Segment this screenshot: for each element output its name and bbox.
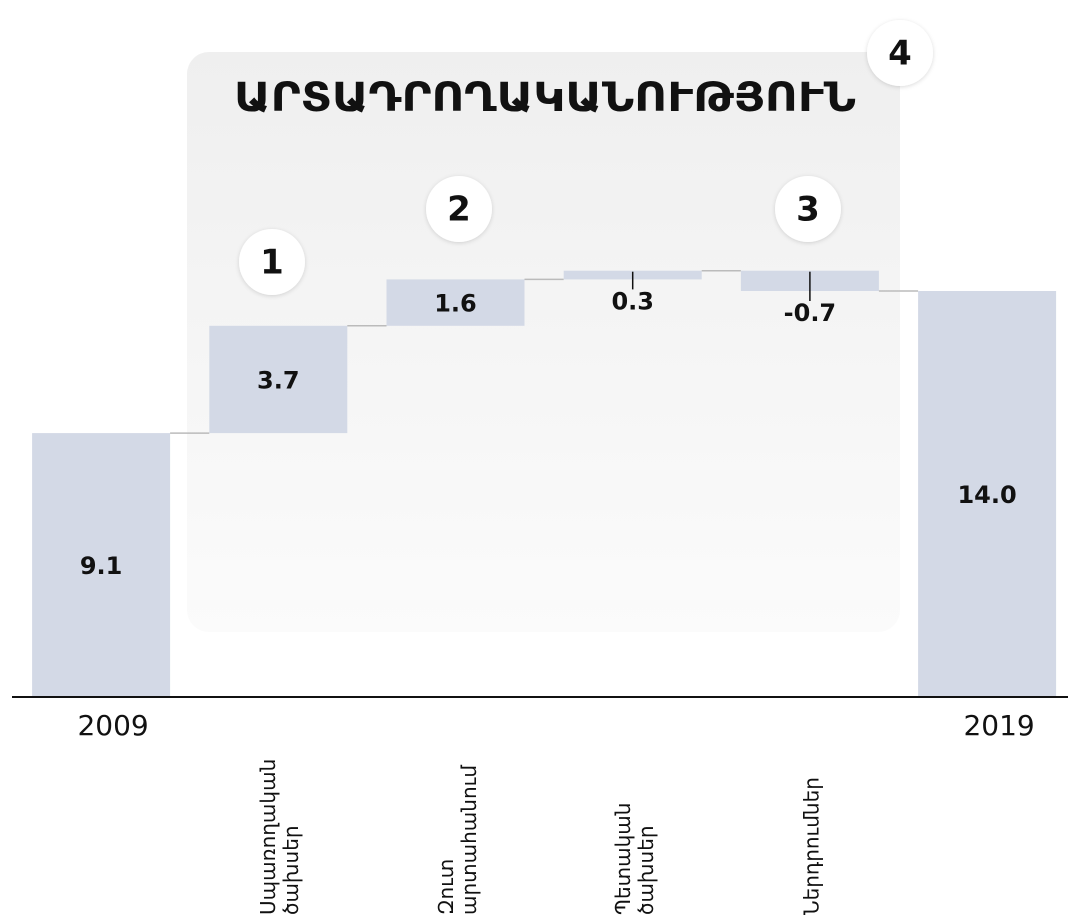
badge-label: 3 — [796, 190, 820, 230]
badge — [775, 176, 841, 242]
x-tick-label: Ներդրումներ — [799, 777, 824, 915]
x-tick-label: Սպառողական ծախսեր — [256, 758, 304, 915]
panel — [187, 52, 900, 632]
value-label: 0.3 — [611, 287, 654, 315]
badge — [426, 176, 492, 242]
badge-label: 2 — [447, 190, 471, 230]
x-tick-label: Զուտ արտահանում — [433, 765, 481, 915]
bar — [209, 325, 348, 434]
badge-label: 1 — [260, 243, 284, 283]
value-label: -0.7 — [784, 299, 836, 327]
value-label: 14.0 — [957, 481, 1016, 509]
x-tick-label: Պետական ծախսեր — [610, 802, 658, 915]
bar — [386, 279, 525, 326]
x-tick-label: 2019 — [963, 709, 1034, 742]
badge — [867, 20, 933, 86]
badge — [239, 229, 305, 295]
value-label: 9.1 — [80, 552, 123, 580]
badge-label: 4 — [888, 34, 912, 74]
bar — [918, 291, 1057, 697]
x-tick-label: 2009 — [77, 709, 148, 742]
value-label: 1.6 — [434, 290, 477, 318]
value-label: 3.7 — [257, 366, 300, 394]
chart-title: ԱՐՏԱԴՐՈՂԱԿԱՆՈՒԹՅՈՒՆ — [234, 75, 856, 121]
bar — [32, 433, 171, 697]
